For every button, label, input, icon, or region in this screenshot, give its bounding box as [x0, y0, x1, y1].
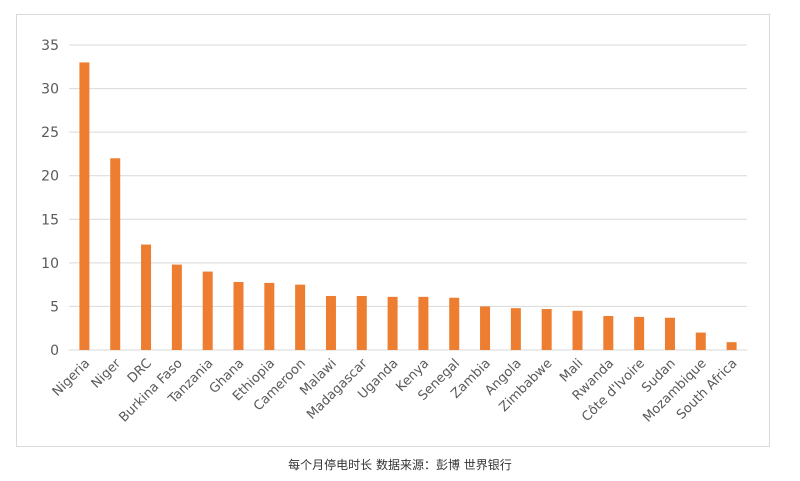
bar [264, 282, 275, 350]
y-tick-label: 25 [41, 125, 59, 141]
bar [295, 284, 306, 350]
bar [79, 62, 90, 351]
bar [387, 296, 398, 350]
bar [110, 158, 121, 350]
y-tick-label: 30 [41, 82, 59, 98]
y-tick-label: 5 [50, 299, 59, 315]
bar [541, 309, 552, 350]
bar [141, 244, 152, 350]
y-tick-label: 35 [41, 38, 59, 54]
chart-frame: 0 5 10 15 20 25 30 35 Nigeria Niger DRC Burkina Fas… [16, 14, 770, 447]
chart-caption: 每个月停电时长 数据来源：彭博 世界银行 [288, 458, 512, 472]
bar [449, 297, 460, 350]
y-tick-label: 15 [41, 212, 59, 228]
x-tick-label: Nigeria [50, 356, 93, 399]
bar [510, 308, 521, 350]
bar [603, 316, 614, 350]
x-tick-label: Niger [89, 356, 125, 392]
bar [171, 264, 182, 350]
bar [572, 310, 583, 350]
bar [480, 306, 491, 350]
y-tick-label: 0 [50, 343, 59, 359]
bar [664, 317, 675, 350]
bar [202, 271, 213, 350]
bar [325, 295, 336, 350]
bar [233, 282, 244, 350]
y-tick-label: 10 [41, 256, 59, 272]
bar [418, 296, 429, 350]
bar [726, 342, 737, 350]
bar [356, 295, 367, 350]
bar [695, 332, 706, 350]
y-tick-label: 20 [41, 169, 59, 185]
bar [634, 316, 645, 350]
